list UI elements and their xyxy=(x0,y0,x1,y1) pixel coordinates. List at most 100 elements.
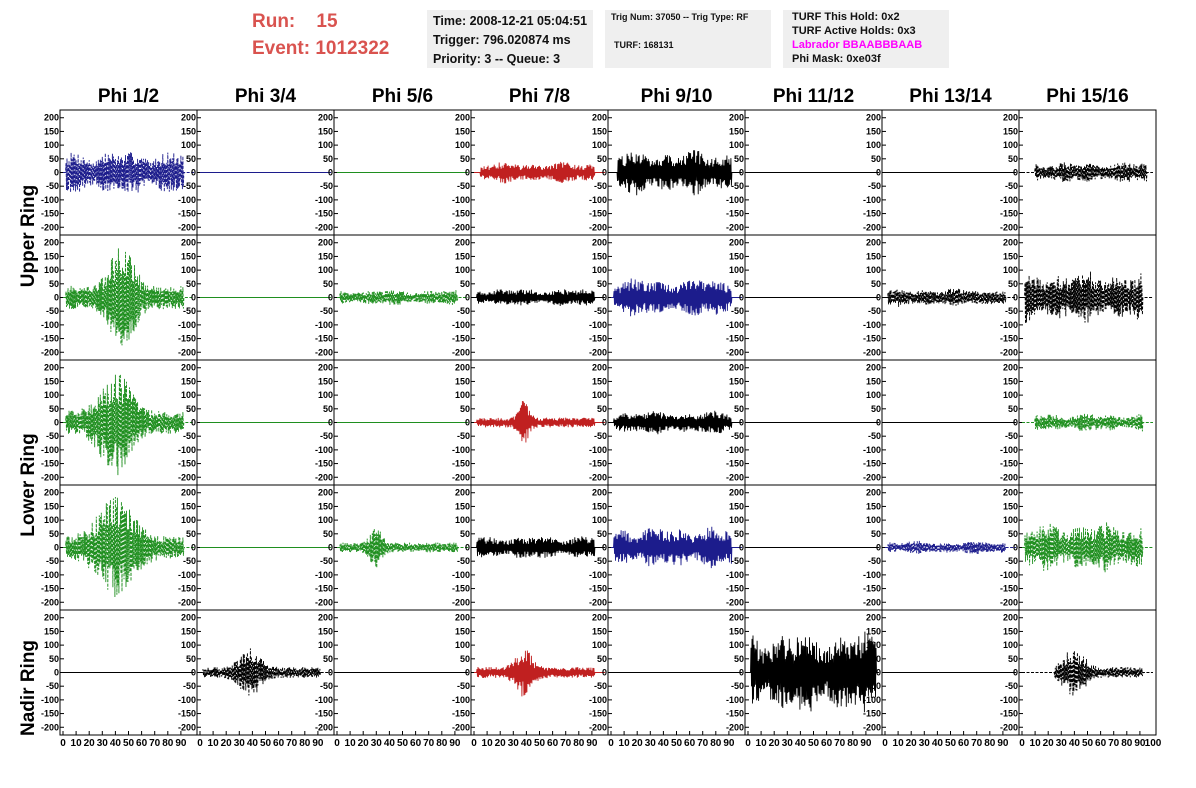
y-tick-label: 50 xyxy=(871,654,881,664)
y-tick-label: -200 xyxy=(589,222,607,232)
run-value: 15 xyxy=(316,11,338,32)
y-tick-label: -200 xyxy=(1000,472,1018,482)
y-tick-label: 150 xyxy=(866,251,881,261)
y-tick-label: 200 xyxy=(592,613,607,623)
event-label: Event: xyxy=(252,38,311,59)
x-tick-label: 30 xyxy=(234,738,246,749)
column-header-phi-1-2: Phi 1/2 xyxy=(97,86,160,107)
y-tick-label: 100 xyxy=(592,140,607,150)
y-tick-label: -100 xyxy=(589,195,607,205)
y-tick-label: -100 xyxy=(41,445,59,455)
x-tick-label: 90 xyxy=(586,738,598,749)
x-tick-label: 40 xyxy=(932,738,944,749)
y-tick-label: -150 xyxy=(863,459,881,469)
x-tick-label: 20 xyxy=(84,738,96,749)
y-tick-label: -50 xyxy=(320,556,333,566)
x-tick-label: 30 xyxy=(919,738,931,749)
x-tick-label: 70 xyxy=(149,738,161,749)
y-tick-label: 0 xyxy=(739,418,744,428)
y-tick-label: 150 xyxy=(181,251,196,261)
waveform-trace xyxy=(1022,162,1153,183)
x-tick-label: 80 xyxy=(984,738,996,749)
y-tick-label: -100 xyxy=(41,570,59,580)
x-tick-label: 60 xyxy=(273,738,285,749)
y-tick-label: -200 xyxy=(178,222,196,232)
x-tick-label: 50 xyxy=(123,738,135,749)
y-tick-label: -50 xyxy=(868,556,881,566)
x-tick-label: 60 xyxy=(136,738,148,749)
y-tick-label: 200 xyxy=(592,113,607,123)
y-tick-label: 100 xyxy=(318,265,333,275)
waveform-trace xyxy=(474,161,605,184)
y-tick-label: 150 xyxy=(318,251,333,261)
waveform-trace xyxy=(748,631,879,713)
event-value: 1012322 xyxy=(315,38,390,59)
y-tick-label: 200 xyxy=(181,613,196,623)
x-tick-label: 20 xyxy=(632,738,644,749)
y-tick-label: -50 xyxy=(1005,681,1018,691)
y-tick-label: 150 xyxy=(181,376,196,386)
y-tick-label: -100 xyxy=(726,320,744,330)
y-tick-label: -50 xyxy=(457,431,470,441)
y-tick-label: -200 xyxy=(1000,597,1018,607)
y-tick-label: -100 xyxy=(178,195,196,205)
column-header-phi-13-14: Phi 13/14 xyxy=(909,86,992,107)
y-tick-label: 50 xyxy=(186,529,196,539)
y-tick-label: 150 xyxy=(729,126,744,136)
y-tick-label: 200 xyxy=(1003,238,1018,248)
y-tick-label: 200 xyxy=(1003,363,1018,373)
x-tick-label: 90 xyxy=(997,738,1009,749)
y-tick-label: 150 xyxy=(1003,251,1018,261)
y-tick-label: 200 xyxy=(181,488,196,498)
y-tick-label: -100 xyxy=(315,445,333,455)
y-tick-label: -150 xyxy=(452,459,470,469)
y-tick-label: 200 xyxy=(866,238,881,248)
y-tick-label: 0 xyxy=(1013,418,1018,428)
x-tick-label: 80 xyxy=(436,738,448,749)
column-header-phi-3-4: Phi 3/4 xyxy=(234,86,297,107)
x-tick-label: 80 xyxy=(1121,738,1133,749)
y-tick-label: -150 xyxy=(863,584,881,594)
y-tick-label: 200 xyxy=(866,363,881,373)
y-tick-label: 50 xyxy=(460,654,470,664)
y-tick-label: 100 xyxy=(866,140,881,150)
y-tick-label: 100 xyxy=(181,640,196,650)
y-tick-label: 200 xyxy=(866,613,881,623)
y-tick-label: 150 xyxy=(729,251,744,261)
y-tick-label: 200 xyxy=(44,488,59,498)
y-tick-label: -50 xyxy=(46,306,59,316)
y-tick-label: -100 xyxy=(1000,570,1018,580)
x-tick-label: 40 xyxy=(384,738,396,749)
y-tick-label: 0 xyxy=(876,418,881,428)
x-tick-label: 10 xyxy=(482,738,494,749)
y-tick-label: 150 xyxy=(729,376,744,386)
y-tick-label: 50 xyxy=(323,154,333,164)
x-tick-label: 70 xyxy=(560,738,572,749)
waveform-trace xyxy=(611,410,742,435)
y-tick-label: -50 xyxy=(457,556,470,566)
y-tick-label: -100 xyxy=(589,570,607,580)
y-tick-label: -150 xyxy=(1000,459,1018,469)
y-tick-label: -200 xyxy=(178,472,196,482)
waveform-trace xyxy=(200,648,331,696)
y-tick-label: -100 xyxy=(863,320,881,330)
y-tick-label: 150 xyxy=(44,251,59,261)
x-tick-label: 10 xyxy=(71,738,83,749)
waveform-trace xyxy=(1022,521,1153,573)
y-tick-label: 0 xyxy=(328,543,333,553)
y-tick-label: 50 xyxy=(323,529,333,539)
y-tick-label: -200 xyxy=(589,597,607,607)
y-tick-label: -100 xyxy=(863,195,881,205)
x-tick-label: 30 xyxy=(645,738,657,749)
y-tick-label: 0 xyxy=(876,168,881,178)
waveform-trace xyxy=(474,536,605,558)
y-tick-label: 50 xyxy=(597,279,607,289)
y-tick-label: 0 xyxy=(328,668,333,678)
y-tick-label: 50 xyxy=(460,154,470,164)
y-tick-label: -200 xyxy=(452,597,470,607)
x-tick-label: 20 xyxy=(221,738,233,749)
y-tick-label: 150 xyxy=(866,626,881,636)
x-tick-label: 10 xyxy=(345,738,357,749)
turf-info-box: TURF This Hold: 0x2 TURF Active Holds: 0… xyxy=(783,10,949,68)
y-tick-label: -50 xyxy=(46,181,59,191)
